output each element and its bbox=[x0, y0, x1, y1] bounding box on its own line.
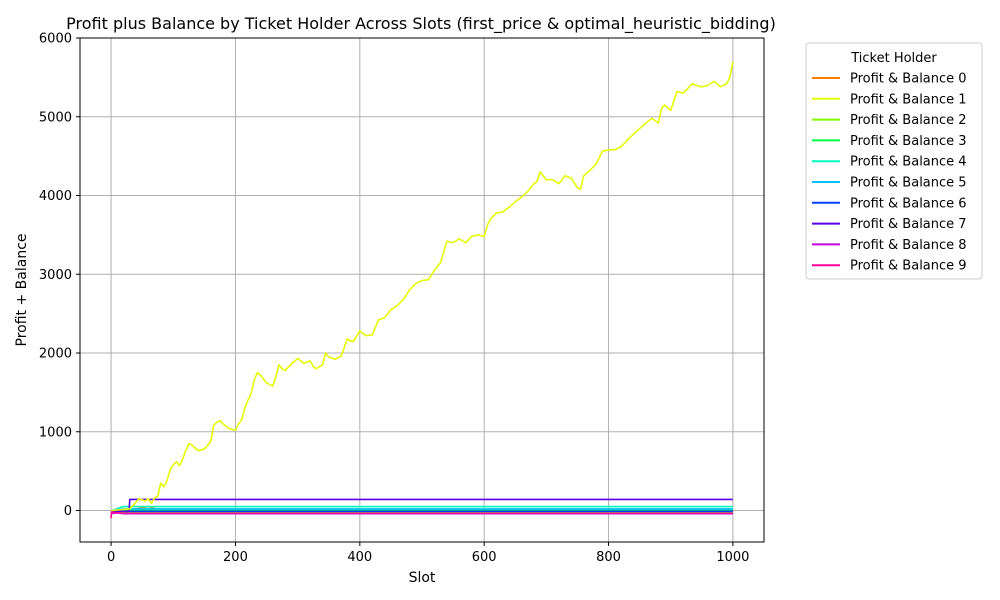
x-ticks: 0 200 400 600 800 1000 bbox=[107, 542, 749, 565]
y-tick-label: 4000 bbox=[39, 189, 72, 204]
x-tick-label: 600 bbox=[472, 550, 497, 565]
legend-frame bbox=[805, 42, 983, 280]
x-tick-label: 200 bbox=[223, 550, 248, 565]
series-line-9 bbox=[110, 511, 733, 519]
legend-label-8: Profit & Balance 8 bbox=[850, 238, 967, 253]
plot-frame bbox=[79, 37, 765, 543]
x-tick-label: 400 bbox=[347, 550, 372, 565]
series-line-6 bbox=[111, 509, 733, 513]
legend-label-4: Profit & Balance 4 bbox=[850, 155, 967, 170]
legend-label-9: Profit & Balance 9 bbox=[850, 259, 967, 274]
x-axis-label: Slot bbox=[409, 570, 436, 586]
legend-label-3: Profit & Balance 3 bbox=[850, 134, 967, 149]
y-tick-label: 6000 bbox=[39, 32, 72, 47]
series-line-1 bbox=[111, 61, 734, 512]
grid bbox=[80, 37, 764, 542]
x-tick-label: 1000 bbox=[716, 550, 749, 565]
legend-label-6: Profit & Balance 6 bbox=[850, 196, 967, 211]
y-axis-label: Profit + Balance bbox=[14, 234, 30, 347]
x-tick-label: 0 bbox=[107, 550, 115, 565]
y-ticks: 0 1000 2000 3000 4000 5000 6000 bbox=[39, 32, 80, 519]
legend-label-7: Profit & Balance 7 bbox=[850, 217, 967, 232]
y-tick-label: 2000 bbox=[39, 347, 72, 362]
legend-label-0: Profit & Balance 0 bbox=[850, 72, 967, 87]
series-line-7 bbox=[110, 498, 733, 513]
y-tick-label: 0 bbox=[64, 504, 72, 519]
series-lines bbox=[110, 61, 734, 519]
chart-title: Profit plus Balance by Ticket Holder Acr… bbox=[66, 14, 776, 34]
y-tick-label: 1000 bbox=[39, 425, 72, 440]
y-tick-label: 3000 bbox=[39, 268, 72, 283]
legend-title: Ticket Holder bbox=[850, 51, 937, 66]
y-tick-label: 5000 bbox=[39, 110, 72, 125]
legend-label-5: Profit & Balance 5 bbox=[850, 176, 967, 191]
legend-label-2: Profit & Balance 2 bbox=[850, 113, 967, 128]
x-tick-label: 800 bbox=[596, 550, 621, 565]
legend-items: Profit & Balance 0 Profit & Balance 1 Prof… bbox=[812, 72, 967, 274]
legend-label-1: Profit & Balance 1 bbox=[850, 92, 967, 107]
